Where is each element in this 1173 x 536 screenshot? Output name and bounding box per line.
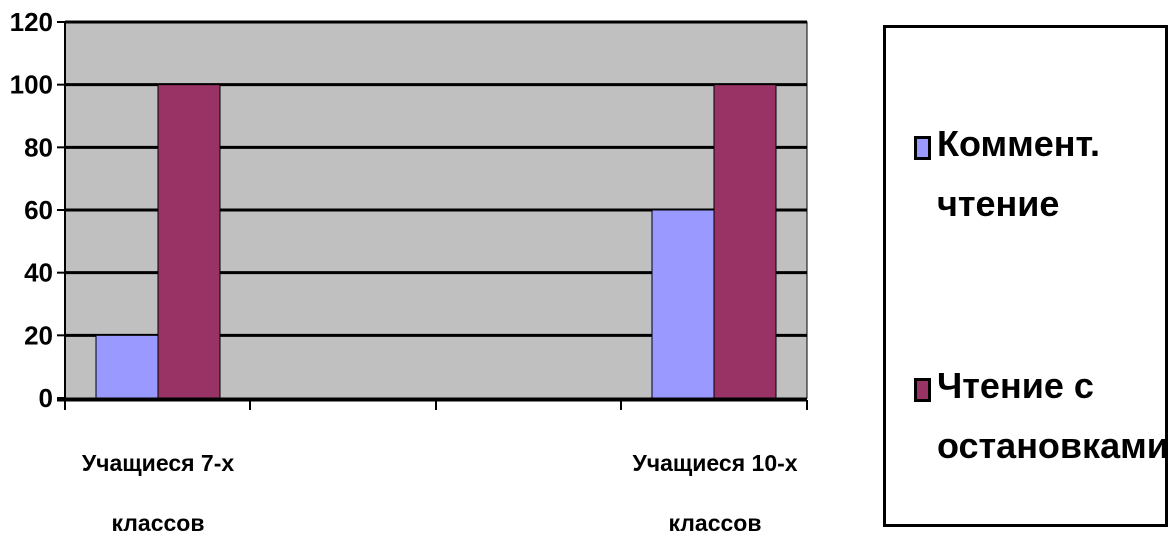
y-tick-label: 120 xyxy=(10,7,53,37)
y-tick-label: 40 xyxy=(24,258,53,288)
y-tick-label: 100 xyxy=(10,70,53,100)
bar xyxy=(95,334,159,399)
y-tick-label: 0 xyxy=(39,383,53,413)
legend-label-reading-with-stops: Чтение с остановками xyxy=(937,365,1169,466)
y-tick-labels: 0 20 40 60 80 100 120 xyxy=(10,7,53,413)
legend-swatch-reading-with-stops xyxy=(914,378,931,402)
bar xyxy=(651,209,715,399)
axes xyxy=(57,21,808,410)
category-label: Учащиеся 7-х xyxy=(82,450,235,476)
legend-item-commented-reading: Коммент. чтение xyxy=(914,123,1100,234)
legend-swatch-commented-reading xyxy=(914,136,931,160)
y-tick-label: 60 xyxy=(24,195,53,225)
category-label: классов xyxy=(669,510,762,536)
category-labels: Учащиеся 7-х классов Учащиеся 10-х классов xyxy=(82,450,798,536)
y-tick-label: 80 xyxy=(24,132,53,162)
bar xyxy=(157,84,221,399)
y-tick-label: 20 xyxy=(24,320,53,350)
bars xyxy=(95,84,777,399)
legend-item-reading-with-stops: Чтение с остановками xyxy=(914,365,1169,476)
legend: Коммент. чтение Чтение с остановками xyxy=(883,25,1169,527)
category-label: Учащиеся 10-х xyxy=(632,450,797,476)
category-label: классов xyxy=(112,510,205,536)
bar xyxy=(713,84,777,399)
legend-label-commented-reading: Коммент. чтение xyxy=(937,123,1100,224)
